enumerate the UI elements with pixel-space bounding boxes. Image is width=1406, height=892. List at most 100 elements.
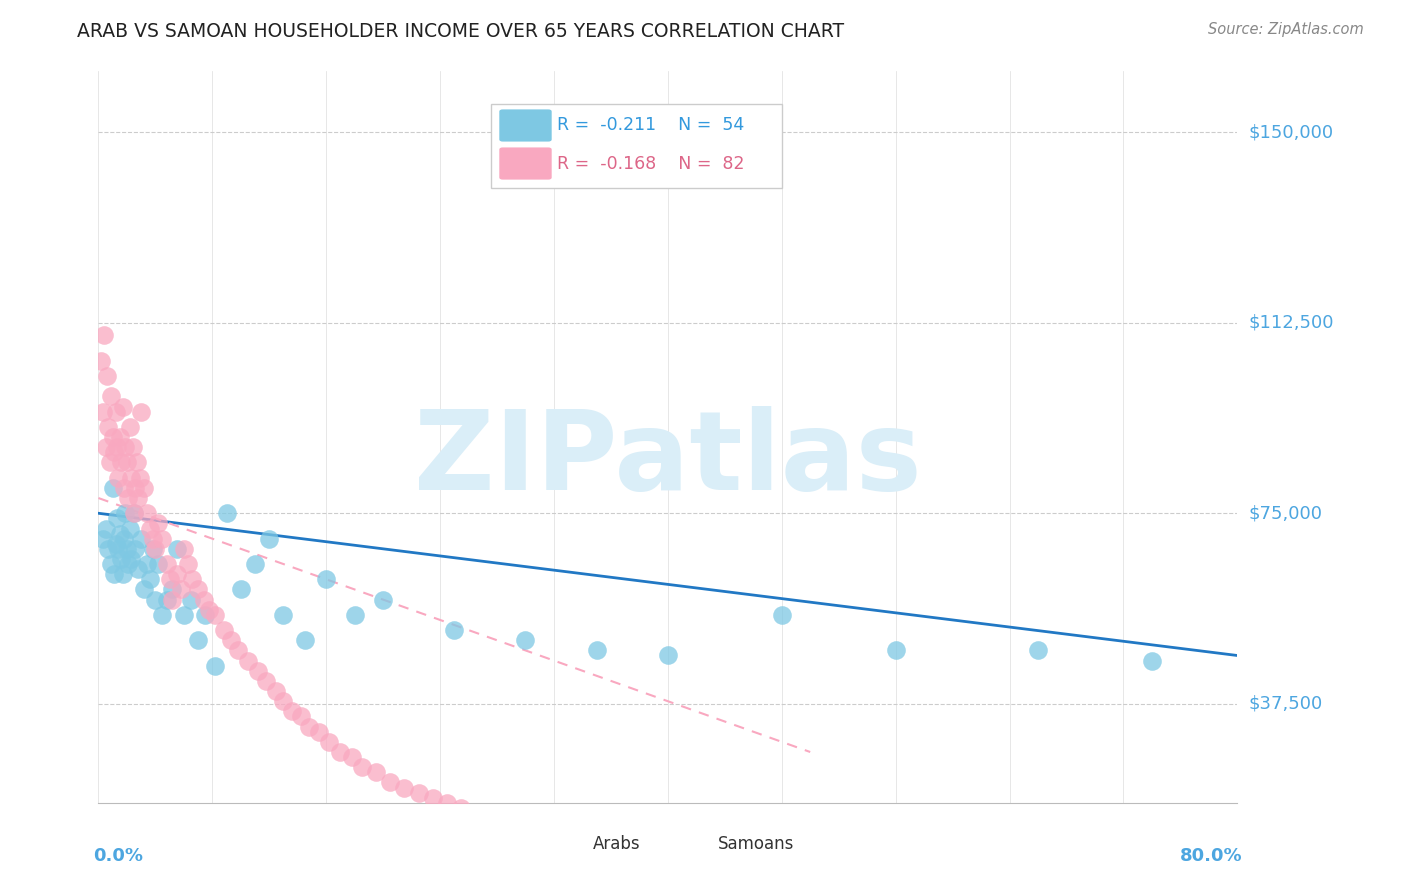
- Point: [187, 582, 209, 597]
- Point: [246, 664, 269, 678]
- Point: [91, 405, 114, 419]
- Point: [101, 481, 124, 495]
- Point: [115, 455, 138, 469]
- Point: [162, 592, 184, 607]
- Point: [122, 506, 145, 520]
- Point: [443, 623, 465, 637]
- Text: $75,000: $75,000: [1249, 504, 1323, 523]
- Point: [408, 786, 430, 800]
- FancyBboxPatch shape: [551, 828, 589, 860]
- Point: [145, 541, 167, 556]
- Point: [94, 521, 117, 535]
- Point: [219, 633, 242, 648]
- Point: [125, 455, 148, 469]
- Point: [194, 607, 217, 622]
- Point: [108, 430, 131, 444]
- Point: [127, 562, 149, 576]
- Point: [543, 826, 565, 840]
- Point: [714, 849, 737, 863]
- Point: [273, 607, 295, 622]
- Point: [115, 541, 138, 556]
- Point: [193, 592, 215, 607]
- Point: [671, 847, 693, 861]
- Text: ZIPatlas: ZIPatlas: [413, 406, 922, 513]
- Point: [100, 389, 122, 403]
- Point: [229, 582, 252, 597]
- Point: [129, 405, 152, 419]
- Point: [162, 582, 184, 597]
- Point: [127, 491, 149, 505]
- Point: [329, 745, 352, 759]
- Text: Arabs: Arabs: [593, 835, 640, 853]
- Text: 0.0%: 0.0%: [93, 847, 143, 864]
- Point: [478, 811, 501, 825]
- Point: [170, 582, 193, 597]
- Point: [135, 557, 157, 571]
- Point: [120, 471, 142, 485]
- Point: [273, 694, 295, 708]
- Text: ARAB VS SAMOAN HOUSEHOLDER INCOME OVER 65 YEARS CORRELATION CHART: ARAB VS SAMOAN HOUSEHOLDER INCOME OVER 6…: [77, 22, 845, 41]
- Point: [97, 541, 120, 556]
- Text: Source: ZipAtlas.com: Source: ZipAtlas.com: [1208, 22, 1364, 37]
- Point: [90, 354, 112, 368]
- Point: [394, 780, 416, 795]
- FancyBboxPatch shape: [499, 147, 551, 179]
- Point: [152, 532, 174, 546]
- Point: [187, 633, 209, 648]
- Point: [180, 592, 202, 607]
- Point: [318, 735, 340, 749]
- Point: [364, 765, 387, 780]
- Point: [103, 445, 125, 459]
- Text: R =  -0.168    N =  82: R = -0.168 N = 82: [557, 154, 745, 172]
- Point: [111, 567, 134, 582]
- Point: [177, 557, 200, 571]
- Point: [422, 790, 444, 805]
- Point: [600, 837, 623, 851]
- Point: [124, 541, 146, 556]
- Point: [281, 705, 304, 719]
- Point: [101, 430, 124, 444]
- Point: [156, 557, 179, 571]
- Point: [373, 592, 395, 607]
- Point: [290, 709, 312, 723]
- Point: [166, 541, 188, 556]
- Point: [266, 684, 288, 698]
- Point: [763, 852, 786, 866]
- Text: R =  -0.211    N =  54: R = -0.211 N = 54: [557, 117, 745, 135]
- Point: [98, 455, 121, 469]
- Point: [118, 420, 141, 434]
- Point: [166, 567, 188, 582]
- Point: [243, 557, 266, 571]
- Point: [636, 841, 658, 855]
- Point: [464, 805, 486, 820]
- Point: [159, 572, 181, 586]
- Point: [110, 455, 132, 469]
- Point: [657, 648, 679, 663]
- Point: [212, 623, 235, 637]
- Point: [152, 607, 174, 622]
- Point: [132, 582, 155, 597]
- Point: [236, 654, 259, 668]
- Text: $37,500: $37,500: [1249, 695, 1323, 713]
- Point: [254, 673, 277, 688]
- Point: [94, 440, 117, 454]
- Point: [138, 572, 160, 586]
- Point: [114, 440, 136, 454]
- Point: [104, 537, 127, 551]
- Point: [112, 532, 135, 546]
- Point: [141, 541, 163, 556]
- Point: [105, 511, 128, 525]
- Point: [121, 440, 143, 454]
- Point: [884, 643, 907, 657]
- Point: [138, 521, 160, 535]
- Point: [124, 481, 146, 495]
- Point: [107, 541, 129, 556]
- Point: [91, 532, 114, 546]
- Text: $112,500: $112,500: [1249, 314, 1334, 332]
- Point: [259, 532, 281, 546]
- Point: [585, 643, 607, 657]
- Point: [770, 607, 793, 622]
- Point: [294, 633, 316, 648]
- Point: [198, 603, 221, 617]
- Point: [112, 481, 135, 495]
